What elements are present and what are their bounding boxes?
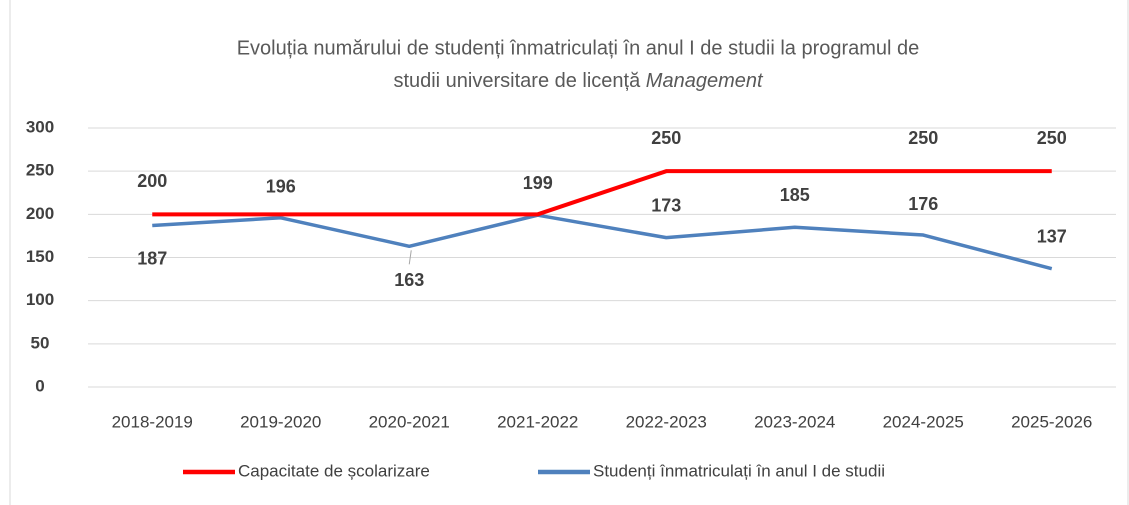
- x-tick-label: 2019-2020: [240, 412, 321, 431]
- y-tick-label: 150: [26, 247, 54, 266]
- data-label: 163: [394, 270, 424, 290]
- legend-label: Studenți înmatriculați în anul I de stud…: [593, 461, 885, 480]
- data-label: 185: [780, 185, 810, 205]
- chart-title: studii universitare de licență: [393, 70, 641, 92]
- chart-title: Evoluția numărului de studenți înmatricu…: [237, 37, 920, 59]
- x-tick-label: 2024-2025: [883, 412, 964, 431]
- data-label: 196: [266, 177, 296, 197]
- chart-frame: [9, 0, 1129, 505]
- x-tick-label: 2021-2022: [497, 412, 578, 431]
- data-label: 137: [1037, 226, 1067, 246]
- data-label: 199: [523, 173, 553, 193]
- data-label: 250: [908, 128, 938, 148]
- data-label: 173: [651, 195, 681, 215]
- data-label: 250: [651, 128, 681, 148]
- series-line: [152, 213, 1053, 271]
- data-label: 176: [908, 194, 938, 214]
- y-tick-label: 300: [26, 117, 54, 136]
- y-tick-label: 200: [26, 204, 54, 223]
- data-label: 187: [137, 248, 167, 268]
- x-tick-label: 2022-2023: [626, 412, 707, 431]
- data-label: 200: [137, 171, 167, 191]
- y-tick-label: 50: [31, 333, 50, 352]
- x-tick-label: 2020-2021: [369, 412, 450, 431]
- legend-label: Capacitate de școlarizare: [238, 461, 430, 480]
- chart-title: studii universitare de licență Managemen…: [393, 70, 764, 92]
- y-tick-label: 0: [35, 376, 44, 395]
- series-line: [152, 169, 1052, 217]
- y-tick-label: 100: [26, 290, 54, 309]
- x-tick-label: 2023-2024: [754, 412, 835, 431]
- leader-line: [408, 250, 412, 265]
- x-tick-label: 2025-2026: [1011, 412, 1092, 431]
- x-tick-label: 2018-2019: [112, 412, 193, 431]
- y-tick-label: 250: [26, 161, 54, 180]
- data-label: 250: [1037, 128, 1067, 148]
- chart-title-emphasis: Management: [646, 70, 764, 92]
